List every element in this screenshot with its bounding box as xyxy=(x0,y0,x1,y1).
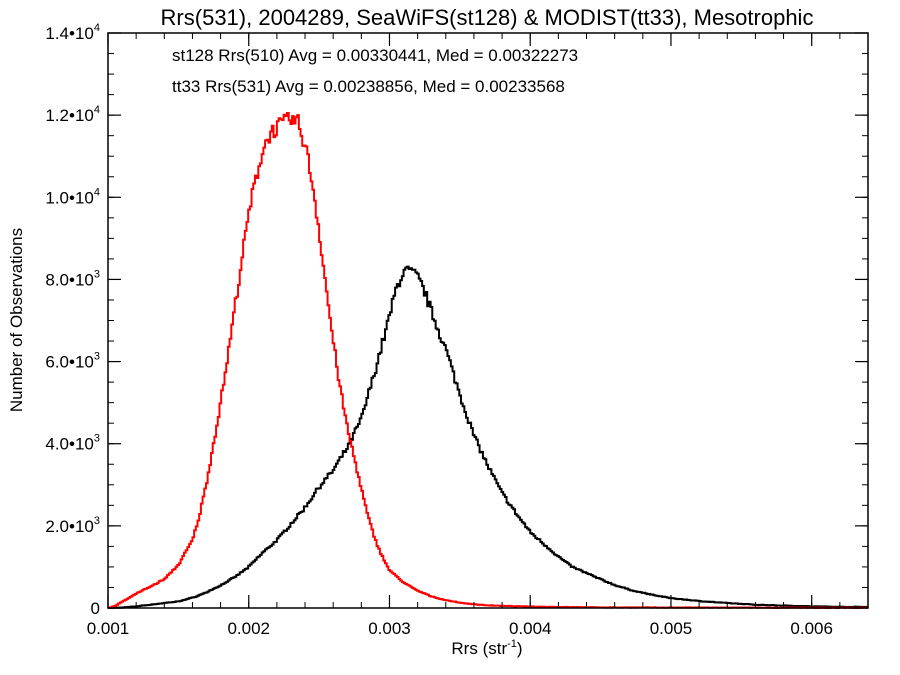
x-tick-label: 0.005 xyxy=(650,619,693,638)
y-tick-label: 1.2•104 xyxy=(45,104,100,125)
y-tick-label: 6.0•103 xyxy=(45,351,100,372)
x-tick-label: 0.004 xyxy=(509,619,552,638)
y-tick-label: 2.0•103 xyxy=(45,515,100,536)
x-axis-label-tail: ) xyxy=(517,639,523,658)
chart-title: Rrs(531), 2004289, SeaWiFS(st128) & MODI… xyxy=(161,5,814,30)
y-tick-label: 0 xyxy=(91,599,100,618)
histogram-series-0 xyxy=(108,265,868,609)
y-tick-label: 1.4•104 xyxy=(45,22,100,43)
x-tick-label: 0.003 xyxy=(368,619,411,638)
y-axis-label: Number of Observations xyxy=(7,228,26,412)
annotation-st128: st128 Rrs(510) Avg = 0.00330441, Med = 0… xyxy=(172,46,578,65)
x-tick-label: 0.002 xyxy=(227,619,270,638)
x-axis-label-sup: -1 xyxy=(507,638,517,650)
y-tick-label: 1.0•104 xyxy=(45,186,100,207)
y-tick-label: 8.0•103 xyxy=(45,268,100,289)
annotation-tt33: tt33 Rrs(531) Avg = 0.00238856, Med = 0.… xyxy=(172,77,565,96)
x-tick-label: 0.001 xyxy=(87,619,130,638)
y-tick-label: 4.0•103 xyxy=(45,433,100,454)
axes-layer: 0.001 0.002 0.003 0.004 0.005 0.006 0 2.0•103 4.… xyxy=(45,22,869,638)
x-tick-label: 0.006 xyxy=(790,619,833,638)
x-axis-label: Rrs (str-1) xyxy=(451,638,522,658)
x-axis-label-base: Rrs (str xyxy=(451,639,507,658)
